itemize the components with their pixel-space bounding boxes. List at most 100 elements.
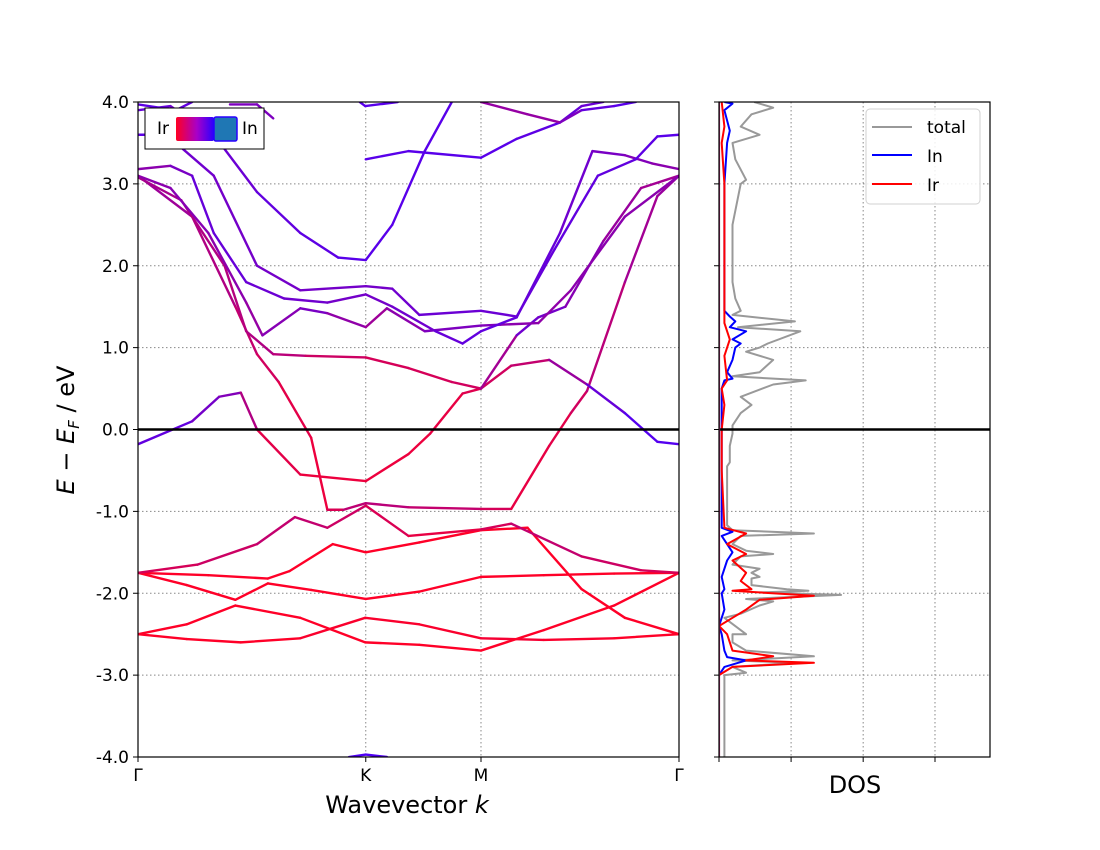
band-segment [479,334,518,390]
band-segment [364,356,410,370]
band-segment [542,604,616,632]
band-segment [407,528,483,538]
band-line [138,571,679,652]
band-segment [326,293,367,304]
band-segment [239,391,259,431]
band-segment [342,501,367,511]
band-segment [364,307,389,329]
band-segment [299,473,367,483]
band-segment [537,305,567,319]
band-line [138,571,679,601]
band-segment [309,588,367,601]
band-segment [293,515,329,529]
band-segment [385,307,426,333]
band-segment [138,174,172,190]
band-segment [272,352,307,358]
band-segment [212,231,248,284]
band-segment [515,316,540,337]
band-segment [364,504,410,538]
band-segment [623,411,659,443]
band-segment [656,440,679,446]
band-segment [623,616,679,636]
band-segment [299,307,329,315]
band-segment [299,616,367,640]
band-segment [138,623,188,636]
band-segment [239,637,302,644]
band-segment [391,287,421,317]
band-segment [591,149,627,157]
band-segment [542,572,616,577]
band-segment [479,137,518,159]
band-x-tick-label: Γ [674,766,684,786]
band-segment [364,541,421,554]
band-y-tick-label: 0.0 [102,421,129,441]
band-segment [185,637,242,644]
band-segment [639,174,679,190]
band-line [228,103,275,120]
band-segment [407,432,432,456]
band-line [138,526,679,636]
band-segment [499,321,540,326]
band-segment [364,223,394,262]
band-segment [526,113,562,124]
band-segment [479,364,513,390]
band-y-tick-label: -4.0 [96,748,129,768]
band-segment [364,149,410,161]
band-segment [569,215,627,292]
dos-x-ticks [718,757,936,762]
band-segment [190,395,221,423]
band-y-axis-title: E − EF / eV [52,365,83,494]
dos-y-ticks [714,101,719,758]
band-segment [580,555,643,572]
band-segment [569,389,589,415]
band-segment [479,102,529,116]
colorbar-gradient [176,117,214,141]
band-segment [585,383,627,415]
band-segment [138,632,188,641]
band-segment [623,194,659,284]
band-segment [537,289,572,325]
band-segment [623,174,679,218]
band-segment [185,583,237,601]
band-segment [304,354,367,359]
band-segment [510,444,551,511]
y-title-E: E [52,478,80,494]
band-segment [526,526,583,591]
band-segment [418,623,483,640]
y-title-unit: / eV [52,365,80,420]
band-segment [564,239,605,308]
band-segment [336,256,367,262]
band-lines [138,102,679,757]
band-segment [656,133,679,138]
band-segment [418,575,483,593]
band-segment [461,330,483,345]
band-line [138,133,679,318]
band-segment [223,264,248,333]
band-segment [634,135,659,161]
band-segment [580,104,616,112]
band-segment [299,285,367,292]
band-segment [407,506,483,511]
band-segment [138,571,210,577]
band-segment [407,149,483,159]
band-line [138,504,679,574]
band-line [138,174,679,390]
band-segment [450,380,483,390]
band-segment [299,616,367,644]
band-segment [612,632,679,640]
band-segment [138,164,172,171]
band-segment [169,164,194,177]
band-segment [515,248,556,318]
band-line [138,358,679,483]
band-x-axis-title: Wavevector k [325,791,490,819]
band-segment [326,312,367,329]
band-segment [138,571,188,587]
band-segment [418,309,483,317]
band-segment [479,316,518,333]
y-title-EF: E [52,428,80,444]
band-line [479,102,637,124]
band-segment [542,637,616,642]
band-segment [234,604,302,620]
band-y-tick-label: -3.0 [96,666,129,686]
band-segment [418,529,483,544]
